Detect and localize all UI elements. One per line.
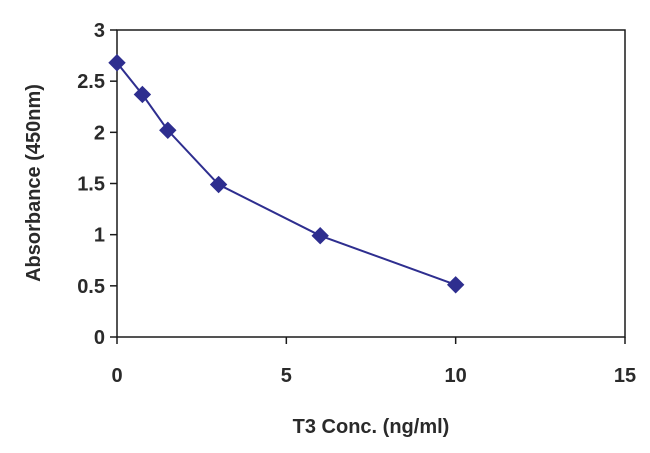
y-tick-label: 3 — [94, 20, 105, 42]
x-tick-label: 10 — [445, 365, 467, 387]
data-point-diamond — [108, 54, 126, 72]
x-axis-ticks: 0 5 10 15 — [111, 337, 636, 387]
x-tick-label: 15 — [614, 365, 636, 387]
y-tick-label: 0 — [94, 327, 105, 349]
y-tick-label: 2 — [94, 122, 105, 144]
x-axis-title: T3 Conc. (ng/ml) — [293, 416, 450, 438]
series-group — [108, 54, 465, 294]
y-tick-label: 2.5 — [77, 71, 105, 93]
data-point-diamond — [159, 121, 177, 139]
data-point-diamond — [311, 226, 329, 245]
y-tick-label: 1 — [94, 225, 105, 247]
y-tick-label: 0.5 — [77, 276, 105, 298]
data-point-diamond — [209, 175, 228, 194]
x-tick-label: 5 — [281, 365, 292, 387]
y-axis-ticks: 0 0.5 1 1.5 2 2.5 3 — [77, 20, 117, 349]
series-line — [116, 62, 457, 286]
y-tick-label: 1.5 — [77, 174, 105, 196]
x-tick-label: 0 — [111, 365, 122, 387]
plot-area — [116, 29, 626, 338]
y-axis-title: Absorbance (450nm) — [23, 84, 45, 282]
data-point-diamond — [446, 276, 465, 294]
data-point-diamond — [133, 85, 152, 104]
